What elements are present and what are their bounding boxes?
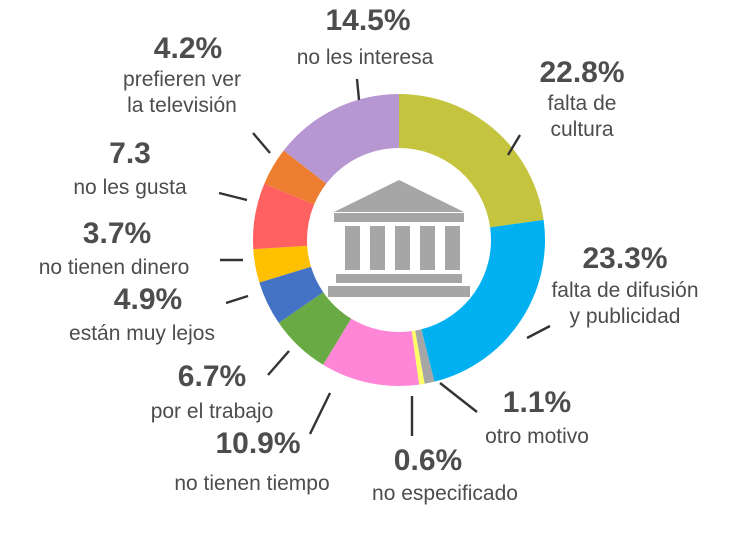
slice-description-label: prefieren ver xyxy=(123,68,241,91)
leader-line-8 xyxy=(218,191,248,202)
slice-1 xyxy=(421,219,545,382)
slice-4 xyxy=(323,318,420,386)
slice-value-label: 10.9% xyxy=(215,427,300,460)
slice-description-label: falta de xyxy=(548,92,617,115)
slice-3 xyxy=(411,330,425,385)
slice-description-label: están muy lejos xyxy=(69,322,215,345)
leader-line-6 xyxy=(225,294,249,305)
leader-line-5 xyxy=(267,350,290,376)
slice-6 xyxy=(259,266,324,323)
slice-value-label: 23.3% xyxy=(582,242,667,275)
slice-description-label: no les gusta xyxy=(73,176,187,199)
slice-description-label: y publicidad xyxy=(570,305,681,328)
slice-8 xyxy=(253,183,315,250)
slice-value-label: 4.2% xyxy=(154,32,222,65)
slice-description-label: otro motivo xyxy=(485,425,589,448)
slice-description-label: no tienen dinero xyxy=(39,256,190,279)
leader-line-10 xyxy=(355,78,361,101)
slice-value-label: 22.8% xyxy=(539,56,624,89)
donut-slices xyxy=(253,94,545,386)
slice-value-label: 4.9% xyxy=(114,283,182,316)
slice-description-label: falta de difusión xyxy=(551,279,698,302)
slice-10 xyxy=(283,94,399,184)
slice-value-label: 14.5% xyxy=(325,4,410,37)
leader-line-4 xyxy=(308,392,332,435)
slice-description-label: por el trabajo xyxy=(151,400,274,423)
museum-icon xyxy=(328,180,470,297)
slice-labels: 22.8% falta de cultura 23.3% falta de difusi… xyxy=(39,4,699,505)
leader-line-9 xyxy=(252,132,271,154)
slice-5 xyxy=(278,292,352,365)
slice-2 xyxy=(415,329,435,384)
leader-line-2 xyxy=(439,382,478,413)
leader-line-1 xyxy=(526,324,551,340)
slice-value-label: 0.6% xyxy=(394,444,462,477)
slice-description-label: no especificado xyxy=(372,482,518,505)
leader-lines xyxy=(218,78,551,436)
slice-description-label: no tienen tiempo xyxy=(174,472,329,495)
slice-description-label: no les interesa xyxy=(297,46,434,69)
leader-line-0 xyxy=(506,134,522,156)
slice-description-label: cultura xyxy=(550,118,613,141)
slice-value-label: 3.7% xyxy=(83,217,151,250)
slice-value-label: 7.3 xyxy=(109,137,151,170)
slice-7 xyxy=(253,245,311,283)
slice-9 xyxy=(264,150,327,205)
slice-value-label: 6.7% xyxy=(178,360,246,393)
slice-value-label: 1.1% xyxy=(503,386,571,419)
slice-description-label: la televisión xyxy=(127,94,237,117)
slice-0 xyxy=(399,94,544,228)
